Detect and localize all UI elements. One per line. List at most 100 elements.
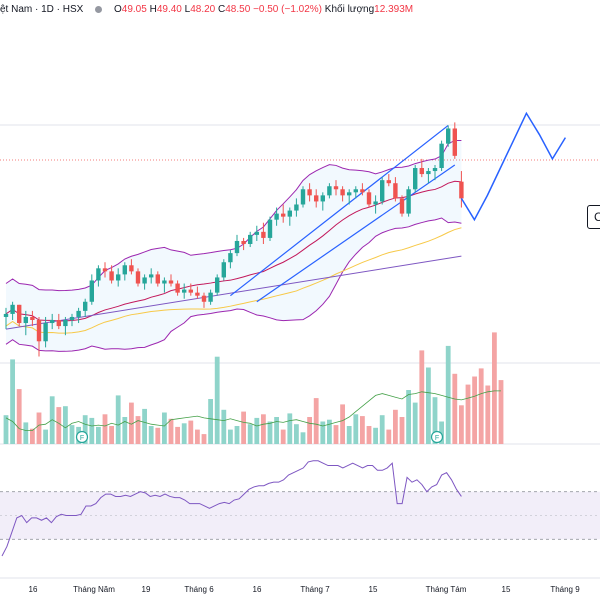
candle-body [399, 198, 405, 214]
volume-bar [30, 428, 35, 444]
volume-bar [313, 398, 319, 444]
candle-body [89, 280, 94, 302]
volume-bar [353, 414, 359, 444]
x-tick-label: Tháng 6 [184, 585, 214, 594]
volume-bar [465, 384, 471, 444]
candle [307, 183, 312, 202]
candle [446, 125, 451, 147]
volume-bar [412, 402, 418, 444]
candle [36, 316, 42, 357]
candle [406, 186, 411, 217]
candle-body [307, 189, 312, 196]
candle-body [333, 186, 339, 190]
volume-bar [452, 373, 458, 444]
ohlc-readout: O49.05 H49.40 L48.20 C48.50 −0.50 (−1.02… [114, 4, 413, 15]
volume-bar [208, 399, 213, 444]
volume-bar [214, 356, 220, 444]
open-label: O [114, 4, 122, 15]
volume-bar [393, 409, 398, 444]
event-flag-icon: F [430, 430, 444, 444]
volume-bar [135, 416, 141, 444]
candle [76, 307, 81, 324]
candle-body [135, 271, 141, 284]
candle [327, 183, 332, 199]
x-tick-label: 16 [253, 585, 262, 594]
volume-bar [426, 367, 431, 444]
candle-body [215, 277, 220, 293]
volume-bar [379, 415, 385, 444]
candle [294, 198, 299, 217]
volume-bar [63, 406, 68, 444]
candle-body [30, 316, 35, 320]
candle-body [380, 180, 385, 202]
candle [155, 271, 160, 287]
candle [102, 262, 108, 278]
candle-body [254, 231, 259, 235]
volume-bar [56, 407, 62, 444]
candle [3, 307, 9, 330]
volume-bar [129, 402, 134, 444]
price-label-box[interactable]: C [587, 205, 600, 229]
candle-body [149, 274, 154, 278]
volume-bar [287, 413, 293, 444]
candle [182, 283, 187, 299]
candle [452, 122, 457, 159]
time-axis: 16 Tháng Năm 19 Tháng 6 16 Tháng 7 15 Tháng Tám… [29, 585, 581, 594]
volume-bar [89, 417, 95, 444]
candle-body [432, 168, 438, 172]
close-value: 48.50 [225, 4, 251, 15]
candle [122, 262, 127, 281]
candle-body [340, 189, 345, 196]
candle-body [452, 128, 457, 156]
event-flag-icon: F [75, 430, 89, 444]
volume-bar [267, 421, 273, 444]
candle-body [459, 181, 464, 199]
volume-bar [472, 376, 477, 444]
candle-body [63, 320, 68, 327]
candle [399, 195, 405, 217]
x-tick-label: 15 [502, 585, 511, 594]
volume-bar [485, 385, 491, 444]
volume-bar [261, 414, 266, 444]
volume-bar [307, 417, 312, 444]
volume-bar [247, 424, 253, 444]
candle [23, 310, 28, 336]
candle [175, 280, 180, 296]
candle [116, 268, 121, 287]
volume-bar [492, 332, 497, 444]
volume-bar [43, 429, 48, 444]
candle [10, 301, 15, 320]
candle-body [3, 313, 9, 317]
trend-lines [230, 124, 456, 303]
volume-bar [333, 425, 339, 444]
candle-body [406, 189, 411, 214]
x-tick-label: Tháng Năm [73, 585, 115, 594]
volume-bar [122, 417, 128, 444]
volume-bar [96, 426, 101, 444]
candle-body [234, 240, 240, 254]
volume-bar [478, 368, 484, 444]
candle [195, 286, 200, 299]
volume-bar [10, 359, 15, 444]
x-tick-label: 15 [369, 585, 378, 594]
candle [50, 313, 55, 330]
candle [188, 283, 193, 296]
volume-bar [142, 408, 147, 444]
candle-body [201, 295, 207, 302]
candle-body [83, 301, 88, 311]
candle-body [56, 320, 61, 327]
candle [314, 189, 319, 208]
volume-bar [498, 380, 504, 444]
candle [261, 222, 266, 244]
volume-bar [373, 427, 378, 444]
candle-body [17, 304, 22, 324]
candle [360, 183, 365, 196]
forecast-path [460, 111, 567, 222]
candle [208, 289, 213, 305]
candle-body [347, 192, 352, 196]
volume-bar [274, 417, 279, 444]
candle [129, 259, 134, 275]
volume-bar [201, 434, 207, 444]
close-label: C [218, 4, 226, 15]
